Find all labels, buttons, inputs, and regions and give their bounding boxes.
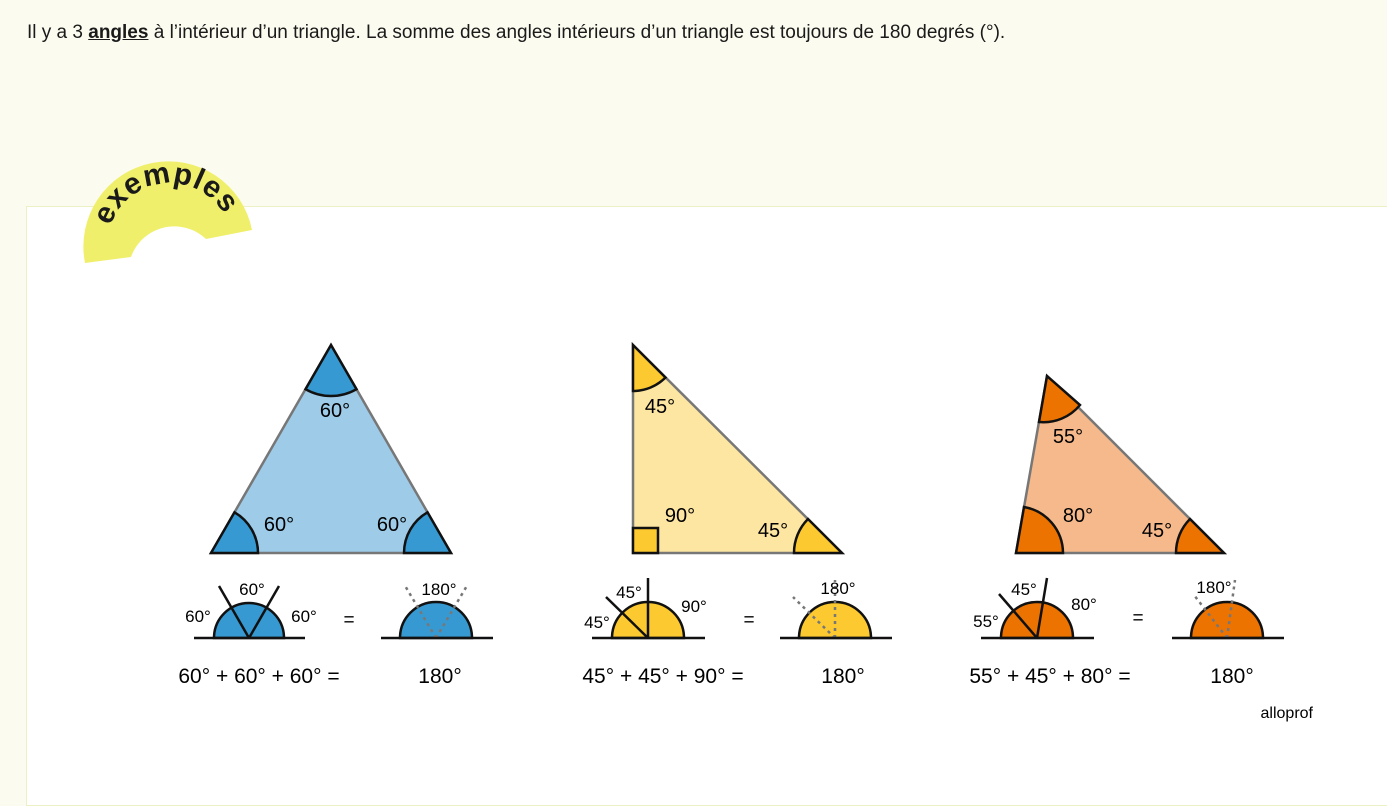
equation-result: 180°: [1210, 665, 1253, 688]
decomp-label-1: 45°: [1011, 580, 1037, 599]
result-label: 180°: [820, 579, 855, 598]
angle-label-top: 45°: [645, 396, 675, 418]
example-scalene-triangle: 55° 80° 45°: [1014, 373, 1228, 555]
angle-label-top: 55°: [1053, 426, 1083, 448]
result-label: 180°: [421, 580, 456, 599]
intro-before: Il y a 3: [27, 22, 89, 43]
example-equilateral: 60° 60° 60°: [208, 342, 454, 555]
decomp-label-3: 80°: [1071, 595, 1097, 614]
equals-sign: =: [1132, 608, 1143, 629]
intro-text: Il y a 3 angles à l’intérieur d’un trian…: [27, 20, 1005, 46]
angles-link[interactable]: angles: [88, 22, 149, 43]
decomp-label-3: 90°: [681, 597, 707, 616]
equation-result: 180°: [821, 665, 864, 688]
equals-sign: =: [743, 610, 754, 631]
result-label: 180°: [1196, 578, 1231, 597]
decomp-label-2: 45°: [584, 613, 610, 632]
angle-label-left: 80°: [1063, 505, 1093, 527]
decomp-label-1: 60°: [239, 580, 265, 599]
angle-label-right: 60°: [377, 514, 407, 536]
decomp-label-1: 45°: [616, 583, 642, 602]
angle-label-top: 60°: [320, 400, 350, 422]
example-right-triangle: 45° 90° 45°: [631, 341, 846, 555]
decomposition-right-triangle: 45° 45° 90° = 180° 45° + 45° + 90° = 180…: [582, 578, 892, 688]
equals-sign: =: [343, 610, 354, 631]
intro-after: à l’intérieur d’un triangle. La somme de…: [148, 22, 1006, 43]
alloprof-logo: alloprof: [1261, 705, 1314, 722]
equation: 60° + 60° + 60° =: [178, 665, 339, 688]
equation: 45° + 45° + 90° =: [582, 665, 743, 688]
exemples-badge: exemples: [83, 156, 252, 263]
angle-label-right-angle: 90°: [665, 505, 695, 527]
angle-label-right: 45°: [1142, 520, 1172, 542]
decomposition-equilateral: 60° 60° 60° = 180° 60° + 60° + 60° = 180…: [178, 580, 493, 688]
decomp-label-3: 60°: [291, 607, 317, 626]
equation: 55° + 45° + 80° =: [969, 665, 1130, 688]
decomposition-scalene-triangle: 45° 55° 80° = 180° 55° + 45° + 80° = 180…: [969, 577, 1284, 688]
decomp-label-2: 55°: [973, 612, 999, 631]
decomp-label-2: 60°: [185, 607, 211, 626]
angle-label-bottom-right: 45°: [758, 520, 788, 542]
equation-result: 180°: [418, 665, 461, 688]
angle-label-left: 60°: [264, 514, 294, 536]
